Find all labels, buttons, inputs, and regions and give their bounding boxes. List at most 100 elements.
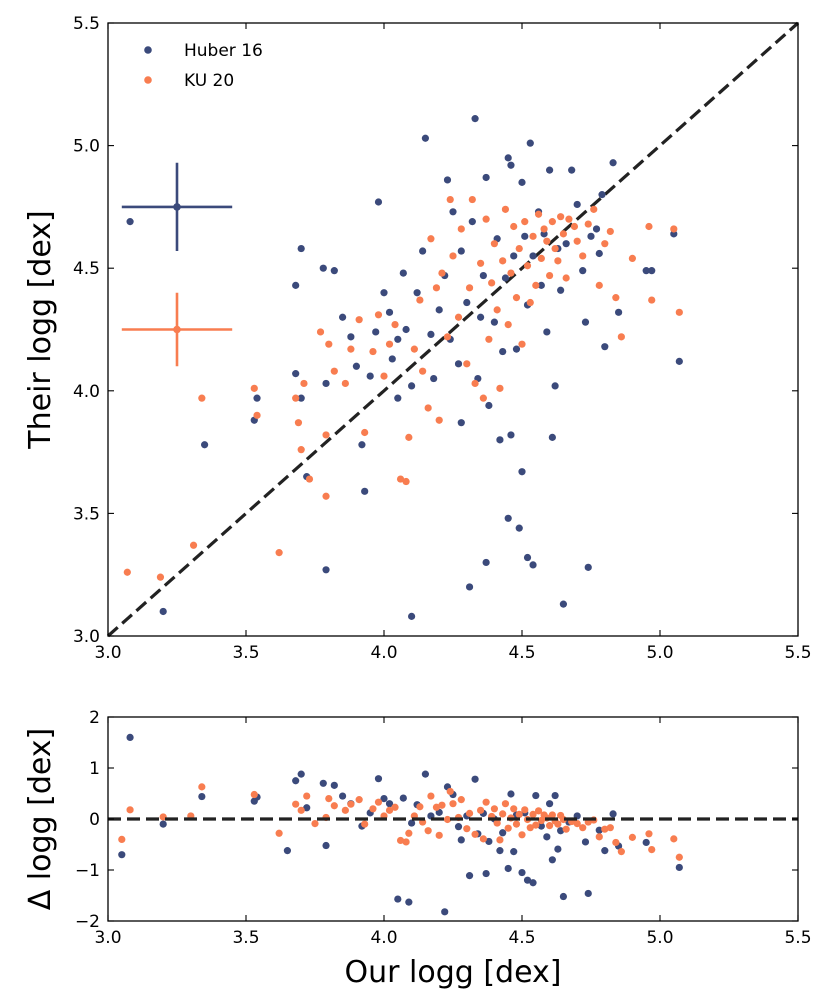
ku-data-point xyxy=(325,795,333,803)
ku-data-point xyxy=(512,294,521,302)
ku-data-point xyxy=(579,252,587,260)
huber-data-point xyxy=(201,441,209,449)
ku-data-point xyxy=(504,824,512,832)
legend-label-ku: KU 20 xyxy=(184,71,234,91)
main-x-tick-label: 3.5 xyxy=(232,643,259,663)
huber-data-point xyxy=(118,851,126,859)
huber-data-point xyxy=(573,200,581,209)
huber-data-point xyxy=(675,357,683,365)
ku-data-point xyxy=(512,820,521,828)
ku-data-point xyxy=(457,796,465,804)
huber-data-point xyxy=(421,134,429,142)
error-bar-markers xyxy=(121,162,233,367)
huber-data-point xyxy=(598,191,606,199)
huber-data-point xyxy=(322,841,330,850)
ku-data-point xyxy=(532,281,540,289)
ku-data-point xyxy=(432,284,441,292)
ku-data-point xyxy=(521,218,529,226)
huber-data-point xyxy=(159,607,167,616)
huber-data-point xyxy=(283,847,291,855)
residual-x-tick-label: 3.5 xyxy=(232,928,259,948)
ku-data-point xyxy=(479,394,487,402)
ku-data-point xyxy=(250,790,258,799)
ku-data-point xyxy=(198,783,206,791)
huber-data-point xyxy=(427,330,435,339)
huber-data-point xyxy=(126,218,134,226)
huber-data-point xyxy=(499,347,507,356)
huber-data-point xyxy=(159,820,167,828)
ku-data-point xyxy=(601,240,609,248)
ku-data-point xyxy=(477,806,485,814)
ku-data-point xyxy=(534,210,543,218)
ku-data-point xyxy=(341,806,349,814)
huber-data-point xyxy=(554,845,562,853)
huber-data-point xyxy=(385,308,394,316)
ku-data-point xyxy=(380,372,388,380)
huber-data-point xyxy=(496,436,504,444)
ku-data-point xyxy=(504,320,512,329)
ku-data-point xyxy=(648,296,656,304)
huber-data-point xyxy=(499,829,507,837)
huber-data-point xyxy=(435,306,443,314)
huber-data-point xyxy=(297,244,305,253)
huber-data-point xyxy=(529,561,537,569)
ku-data-point xyxy=(534,807,543,815)
huber-data-point xyxy=(372,328,380,336)
huber-data-point xyxy=(587,232,595,240)
ku-data-point xyxy=(250,384,258,392)
huber-data-point xyxy=(394,335,402,343)
ku-data-point xyxy=(562,274,570,282)
huber-data-point xyxy=(562,240,570,248)
main-scatter-panel: 3.0 3.5 4.0 4.5 5.0 5.5 3.0 3.5 4.0 4.5 5.0 5.5 The… xyxy=(23,14,812,663)
identity-reference-line xyxy=(106,21,800,638)
ku-data-point xyxy=(537,254,545,262)
main-x-tick-label: 5.0 xyxy=(646,643,673,663)
ku-data-point xyxy=(123,568,131,576)
ku-data-point xyxy=(670,225,678,233)
ku-data-point xyxy=(463,360,471,368)
huber-data-point xyxy=(510,252,518,260)
huber-data-point xyxy=(546,800,554,808)
huber-data-point xyxy=(601,847,609,855)
huber-data-point xyxy=(609,159,617,167)
main-y-tick-label: 4.0 xyxy=(73,382,100,402)
huber-data-point xyxy=(546,166,554,174)
ku-data-point xyxy=(292,394,300,402)
ku-data-point xyxy=(402,477,410,486)
ku-data-point xyxy=(465,284,474,292)
ku-data-point xyxy=(590,205,598,213)
ku-data-point xyxy=(496,384,504,392)
huber-data-point xyxy=(388,355,396,363)
ku-data-point xyxy=(468,195,476,204)
ku-data-point xyxy=(548,811,556,819)
main-x-tick-label: 4.0 xyxy=(370,643,397,663)
ku-data-point xyxy=(435,831,443,839)
ku-data-point xyxy=(396,836,405,845)
huber-data-point xyxy=(501,274,510,282)
huber-data-point xyxy=(551,791,559,800)
ku-data-point xyxy=(628,833,637,841)
ku-data-point xyxy=(305,475,314,483)
huber-data-point xyxy=(557,827,565,835)
ku-data-point xyxy=(405,433,413,441)
ku-data-point xyxy=(416,803,424,811)
huber-data-point xyxy=(504,154,512,162)
ku-data-point xyxy=(419,367,427,375)
ku-data-point xyxy=(325,340,333,348)
ku-data-point xyxy=(435,416,443,424)
huber-data-point xyxy=(419,247,427,255)
huber-data-point xyxy=(581,318,590,326)
ku-data-point xyxy=(570,222,579,231)
huber-data-point xyxy=(543,833,551,841)
main-x-tick-label: 3.0 xyxy=(94,643,121,663)
ku-data-point xyxy=(322,431,330,439)
huber-data-point xyxy=(402,325,410,334)
huber-data-point xyxy=(374,775,383,783)
huber-data-point xyxy=(595,249,603,258)
huber-data-point xyxy=(361,487,369,495)
ku-data-point xyxy=(565,215,573,223)
huber-data-point xyxy=(471,115,479,123)
ku-data-point xyxy=(496,836,504,844)
huber-data-point xyxy=(584,563,592,571)
ku-data-point xyxy=(355,316,363,324)
